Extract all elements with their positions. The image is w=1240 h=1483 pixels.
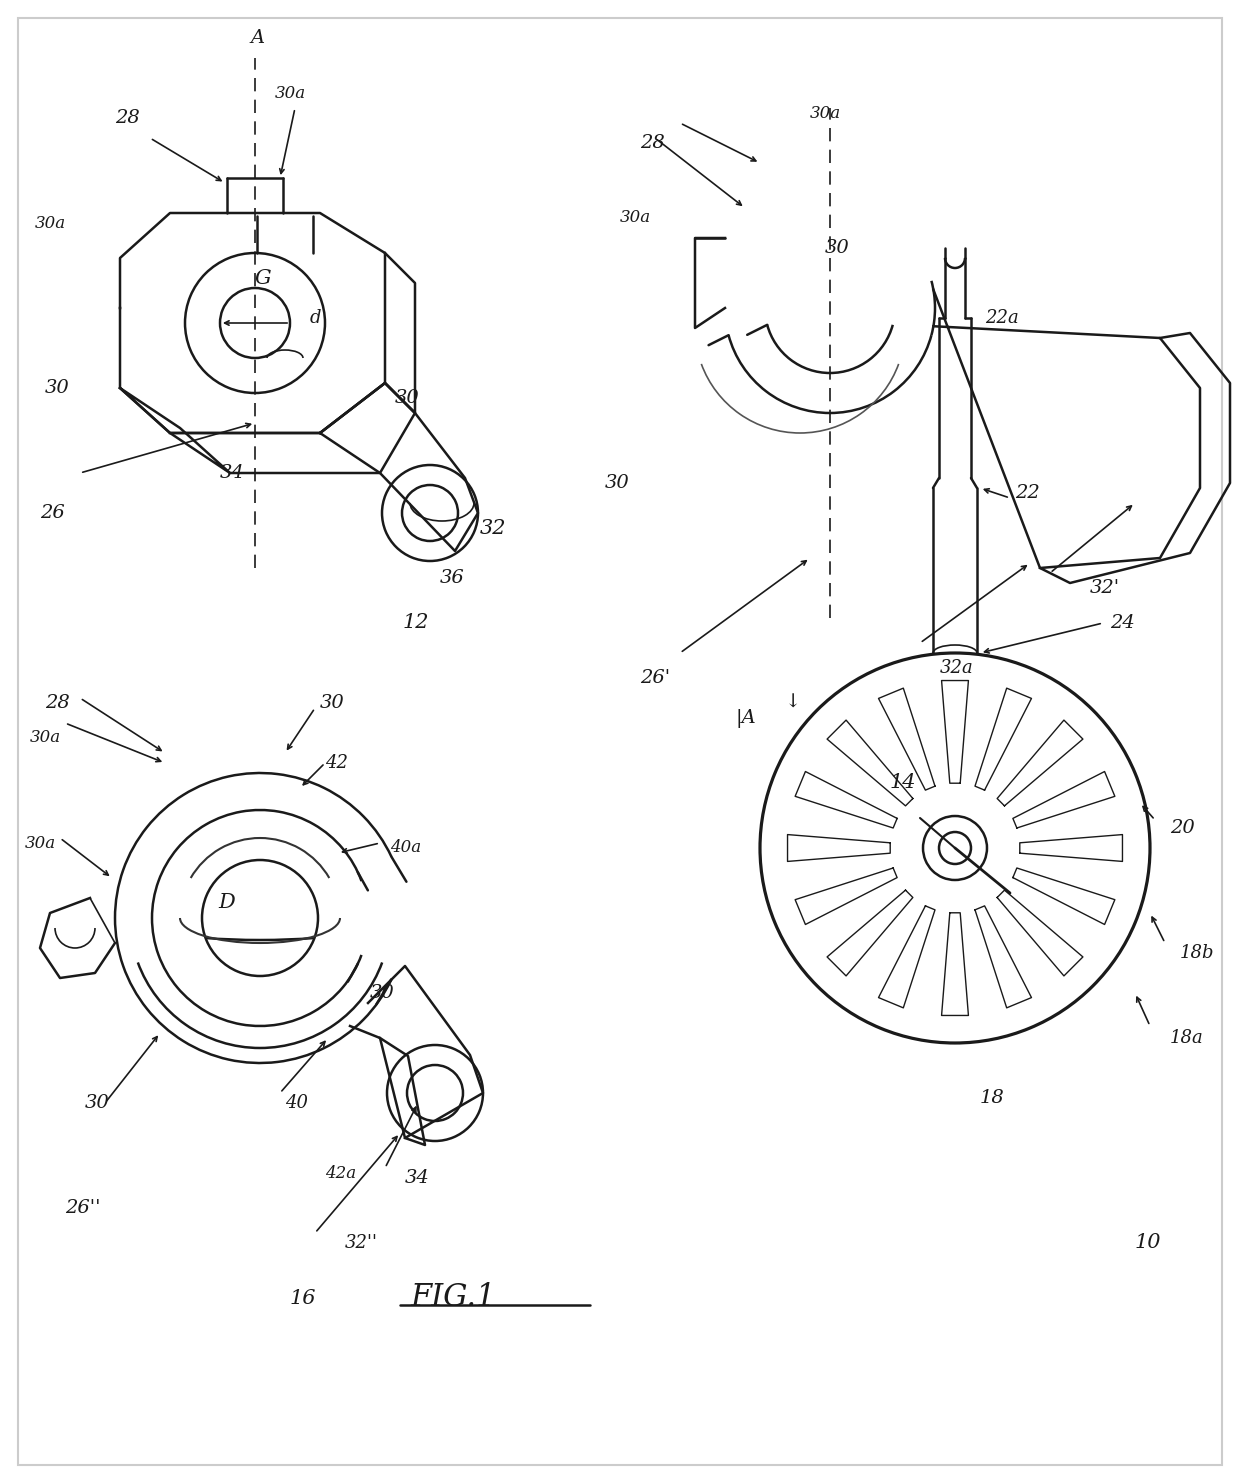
Text: 30: 30 [825, 239, 849, 257]
Text: 34: 34 [219, 464, 244, 482]
Text: 12: 12 [403, 614, 429, 633]
Text: G: G [255, 268, 272, 288]
Text: 30: 30 [370, 985, 394, 1003]
Text: 24: 24 [1110, 614, 1135, 632]
Text: 28: 28 [115, 108, 140, 128]
Text: 30a: 30a [35, 215, 66, 231]
Text: 22a: 22a [985, 308, 1019, 326]
Text: 18b: 18b [1180, 945, 1214, 962]
Text: ↓: ↓ [785, 694, 801, 712]
Text: 28: 28 [45, 694, 69, 712]
Text: 32': 32' [1090, 578, 1120, 598]
Text: 30: 30 [396, 389, 420, 406]
Text: 32'': 32'' [345, 1234, 378, 1252]
Text: 26'': 26'' [64, 1198, 100, 1218]
Text: |A: |A [735, 709, 755, 728]
Text: 36: 36 [440, 569, 465, 587]
Text: 20: 20 [1171, 819, 1195, 836]
Text: 26': 26' [640, 669, 670, 687]
Text: 30a: 30a [25, 835, 56, 851]
Text: 16: 16 [290, 1289, 316, 1308]
Text: 32: 32 [480, 519, 506, 537]
Text: 32a: 32a [940, 658, 973, 678]
Text: 18: 18 [980, 1089, 1004, 1106]
Text: 22: 22 [1016, 483, 1040, 503]
Text: 40: 40 [285, 1094, 308, 1112]
Text: 30a: 30a [275, 85, 306, 101]
Text: A: A [250, 30, 264, 47]
Text: 10: 10 [1135, 1234, 1162, 1253]
Text: 30: 30 [320, 694, 345, 712]
Text: 30a: 30a [30, 730, 61, 746]
Text: 34: 34 [405, 1169, 430, 1186]
Text: 30: 30 [45, 380, 69, 397]
Text: 28: 28 [640, 133, 665, 151]
Text: 18a: 18a [1171, 1029, 1204, 1047]
Text: 42: 42 [325, 753, 348, 773]
Text: 26: 26 [40, 504, 64, 522]
Text: 14: 14 [890, 774, 916, 792]
Text: FIG.1: FIG.1 [410, 1283, 496, 1314]
Text: d: d [310, 308, 321, 326]
Text: 30a: 30a [810, 104, 841, 122]
Text: 40a: 40a [391, 839, 422, 857]
Text: 30: 30 [605, 475, 630, 492]
Text: D: D [218, 893, 234, 912]
Text: 30: 30 [86, 1094, 110, 1112]
Text: 42a: 42a [325, 1164, 356, 1182]
Text: 30a: 30a [620, 209, 651, 227]
